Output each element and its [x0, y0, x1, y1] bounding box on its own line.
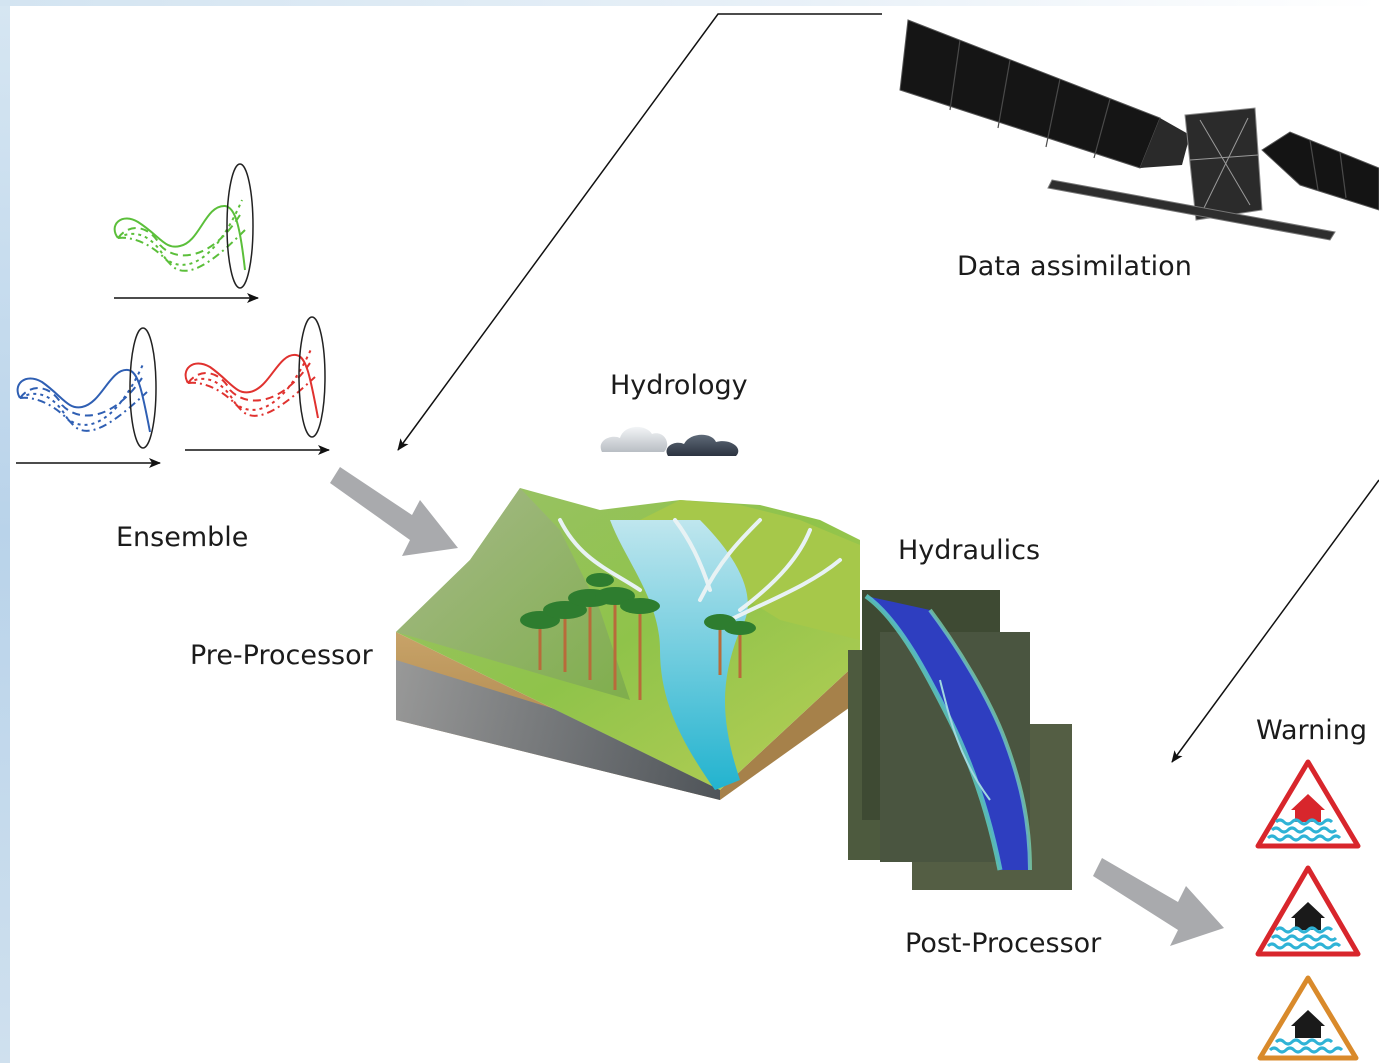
flood-warning-icon — [1255, 865, 1361, 957]
satellite-icon — [899, 19, 1379, 241]
left-frame-edge — [0, 0, 10, 1063]
ensemble-plot-green — [113, 163, 259, 303]
label-ensemble: Ensemble — [116, 522, 249, 553]
flood-warning-severe-icon — [1255, 759, 1361, 849]
landscape-block-icon — [396, 488, 860, 800]
ensemble-plot-blue — [16, 327, 161, 468]
assimilation-feedback-line-right — [1171, 479, 1379, 763]
flood-map-icon — [848, 590, 1072, 890]
label-hydraulics: Hydraulics — [898, 535, 1041, 566]
label-data-assimilation: Data assimilation — [957, 251, 1192, 282]
trees — [520, 573, 756, 700]
label-pre-processor: Pre-Processor — [190, 640, 373, 671]
flow-arrow-pre-processor — [330, 467, 458, 556]
flood-alert-icon — [1257, 975, 1359, 1061]
label-hydrology: Hydrology — [610, 370, 748, 401]
label-warning: Warning — [1256, 715, 1368, 746]
cloud-icon — [600, 426, 739, 456]
label-post-processor: Post-Processor — [905, 928, 1102, 959]
top-frame-edge — [0, 0, 1379, 6]
ensemble-plot-red — [184, 316, 330, 455]
assimilation-feedback-line-left — [397, 13, 882, 451]
flow-arrow-post-processor — [1093, 858, 1224, 946]
